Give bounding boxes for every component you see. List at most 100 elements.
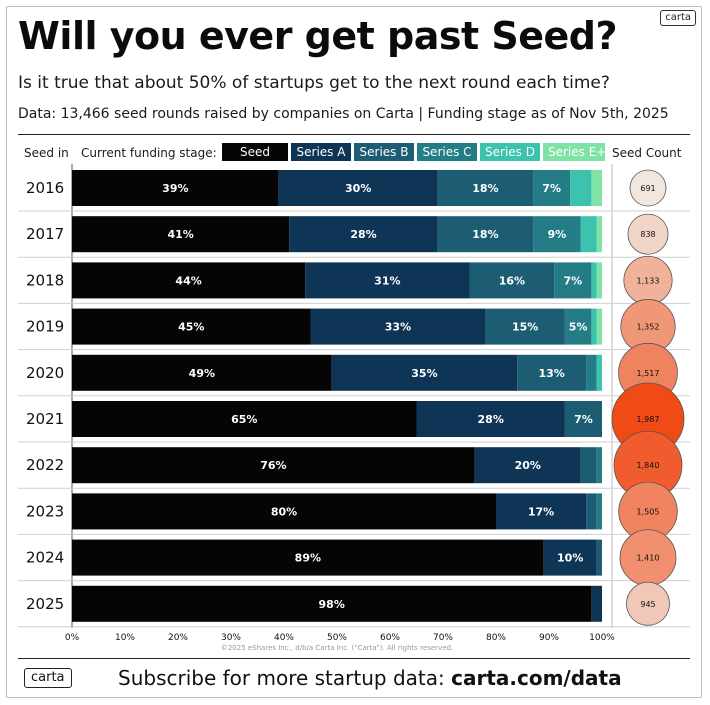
bar-segment-series-c <box>596 447 602 484</box>
bar-data-label: 39% <box>162 182 188 195</box>
bar-segment-series-a <box>416 401 565 437</box>
bar-data-label: 41% <box>167 228 193 241</box>
year-label: 2018 <box>26 271 64 289</box>
bar-segment-series-a <box>310 308 486 345</box>
bar-data-label: 16% <box>499 274 525 287</box>
bar-data-label: 9% <box>548 228 567 241</box>
bar-segment-series-d <box>596 354 602 391</box>
seed-count-label: 1,505 <box>637 507 660 516</box>
bar-data-label: 30% <box>345 182 371 195</box>
infographic-frame <box>6 6 702 698</box>
x-tick-label: 20% <box>168 633 188 643</box>
seed-count-label: 1,352 <box>637 323 660 332</box>
seed-count-label: 1,517 <box>637 369 660 378</box>
bar-segment-seed <box>72 401 417 437</box>
legend-series-c: Series C <box>417 143 477 161</box>
bar-data-label: 18% <box>472 182 498 195</box>
seed-count-label: 1,410 <box>637 554 660 563</box>
seed-count-label: 1,840 <box>637 461 660 470</box>
funding-stage-header: Current funding stage: <box>81 146 217 160</box>
bar-data-label: 31% <box>374 274 400 287</box>
bar-data-label: 5% <box>569 321 588 334</box>
year-label: 2023 <box>26 502 64 520</box>
bar-segment-series-c <box>564 308 592 345</box>
year-label: 2022 <box>26 456 64 474</box>
x-tick-label: 10% <box>115 633 135 643</box>
bar-data-label: 7% <box>542 182 561 195</box>
seed-count-bubble <box>626 581 670 626</box>
year-label: 2021 <box>26 410 64 428</box>
year-label: 2020 <box>26 364 64 382</box>
bar-segment-series-b <box>564 401 602 437</box>
legend-series-e-plus: Series E+ <box>543 143 606 161</box>
bar-data-label: 65% <box>231 413 257 426</box>
bar-segment-series-a <box>331 354 518 391</box>
carta-logo[interactable]: carta <box>660 10 696 26</box>
bar-segment-series-a <box>496 493 587 530</box>
x-tick-label: 60% <box>380 633 400 643</box>
bar-data-label: 44% <box>175 274 201 287</box>
bar-data-label: 45% <box>178 321 204 334</box>
legend-series-b: Series B <box>354 143 414 161</box>
x-tick-label: 100% <box>589 633 615 643</box>
bar-data-label: 49% <box>189 367 215 380</box>
bar-segment-seed <box>72 539 544 576</box>
x-tick-label: 40% <box>274 633 294 643</box>
bar-segment-series-b <box>469 262 555 299</box>
footer-cta: Subscribe for more startup data: carta.c… <box>118 666 622 690</box>
bar-segment-seed <box>72 308 311 345</box>
seed-count-label: 838 <box>640 230 655 239</box>
data-source-note: Data: 13,466 seed rounds raised by compa… <box>18 106 669 122</box>
bar-segment-series-e- <box>596 308 602 345</box>
bar-segment-series-b <box>586 493 597 530</box>
bar-segment-series-b <box>485 308 565 345</box>
year-label: 2024 <box>26 549 64 567</box>
bar-segment-series-a <box>289 216 438 253</box>
bar-data-label: 76% <box>260 459 286 472</box>
bar-data-label: 7% <box>574 413 593 426</box>
bar-segment-series-a <box>305 262 470 299</box>
bar-segment-seed <box>72 585 592 622</box>
copyright-note: ©2025 eShares Inc., d/b/a Carta Inc. ("C… <box>221 644 453 652</box>
bar-segment-series-e- <box>591 170 602 206</box>
bar-segment-series-b <box>517 354 587 391</box>
legend-series-a: Series A <box>291 143 351 161</box>
x-tick-label: 70% <box>433 633 453 643</box>
x-tick-label: 30% <box>221 633 241 643</box>
bar-segment-seed <box>72 493 496 530</box>
x-tick-label: 50% <box>327 633 347 643</box>
footer-cta-text: Subscribe for more startup data: <box>118 666 452 690</box>
bar-data-label: 98% <box>319 598 345 611</box>
bar-data-label: 17% <box>528 505 554 518</box>
bar-segment-series-c <box>533 216 581 253</box>
seed-count-label: 945 <box>640 600 655 609</box>
bar-data-label: 28% <box>350 228 376 241</box>
bar-data-label: 80% <box>271 505 297 518</box>
bar-data-label: 20% <box>515 459 541 472</box>
bar-segment-series-d <box>591 308 597 345</box>
bar-segment-series-b <box>437 216 534 253</box>
seed-count-bubble <box>627 213 669 255</box>
legend: Seed Series A Series B Series C Series D… <box>222 143 608 161</box>
page-title: Will you ever get past Seed? <box>18 14 618 58</box>
bar-data-label: 13% <box>538 367 564 380</box>
seed-count-header: Seed Count <box>612 146 682 160</box>
bar-data-label: 28% <box>478 413 504 426</box>
seed-in-header: Seed in <box>24 146 69 160</box>
footer-divider <box>18 658 690 659</box>
carta-data-link[interactable]: carta.com/data <box>451 666 622 690</box>
bar-segment-seed <box>72 170 279 206</box>
x-tick-label: 90% <box>539 633 559 643</box>
bar-segment-series-d <box>580 216 597 253</box>
year-label: 2017 <box>26 225 64 243</box>
bar-data-label: 33% <box>385 321 411 334</box>
bar-segment-seed <box>72 354 332 391</box>
bar-segment-series-c <box>533 170 571 206</box>
bar-data-label: 7% <box>564 274 583 287</box>
bar-segment-series-c <box>586 354 597 391</box>
seed-count-bubble <box>629 169 667 207</box>
seed-count-label: 1,987 <box>637 415 660 424</box>
bar-data-label: 15% <box>512 321 538 334</box>
footer-carta-logo[interactable]: carta <box>24 668 72 688</box>
bar-segment-series-a <box>543 539 597 576</box>
